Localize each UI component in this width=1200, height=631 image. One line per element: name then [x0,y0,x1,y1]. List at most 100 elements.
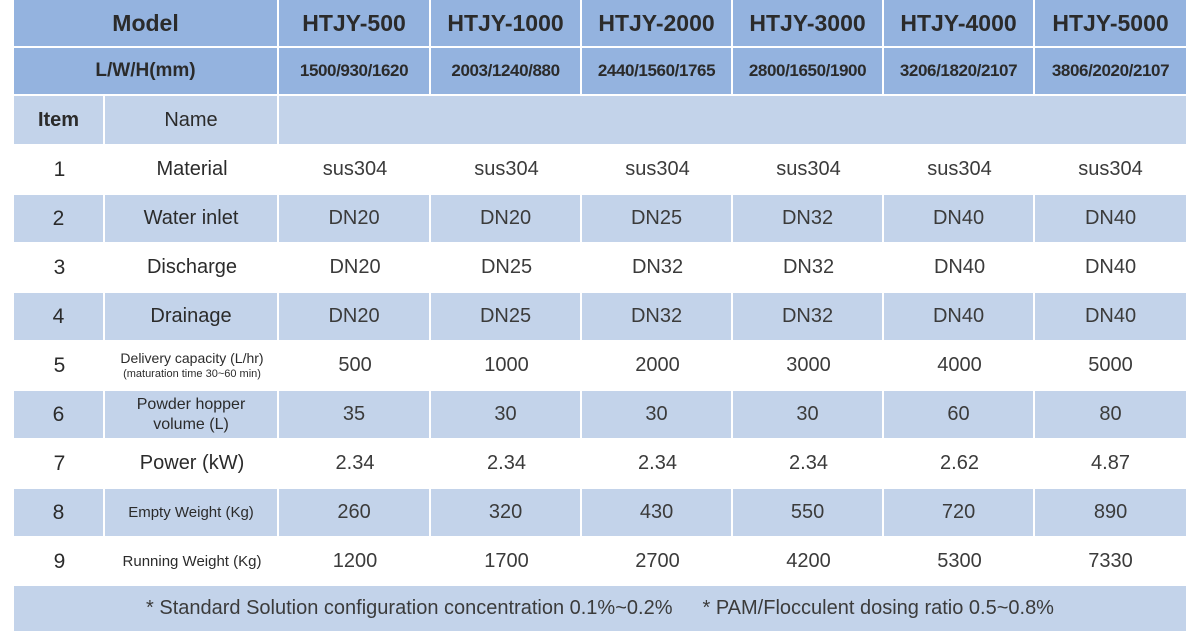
cell-value: sus304 [431,146,583,195]
item-column-header: Item [14,96,105,146]
table-row: 2 Water inlet DN20 DN20 DN25 DN32 DN40 D… [14,195,1187,244]
table-row: 1 Material sus304 sus304 sus304 sus304 s… [14,146,1187,195]
row-name: Drainage [105,293,280,342]
footer-notes: * Standard Solution configuration concen… [14,586,1186,631]
cell-value: 1700 [431,538,583,587]
cell-value: 7330 [1035,538,1187,587]
row-name: Delivery capacity (L/hr) (maturation tim… [105,342,280,391]
row-index: 8 [14,489,105,538]
cell-value: DN32 [733,244,885,293]
cell-value: 430 [582,489,734,538]
cell-value: 1200 [279,538,432,587]
cell-value: sus304 [582,146,734,195]
cell-value: 890 [1035,489,1187,538]
cell-value: DN25 [431,293,583,342]
row-index: 3 [14,244,105,293]
name-column-header: Name [105,96,280,146]
row-index: 4 [14,293,105,342]
row-index: 1 [14,146,105,195]
table-row: 5 Delivery capacity (L/hr) (maturation t… [14,342,1187,391]
dimension-value: 2440/1560/1765 [582,48,734,96]
cell-value: 4200 [733,538,885,587]
row-name: Material [105,146,280,195]
cell-value: 500 [279,342,432,391]
model-header-row: Model HTJY-500 HTJY-1000 HTJY-2000 HTJY-… [14,0,1187,48]
row-name-main: Delivery capacity (L/hr) [120,350,264,366]
cell-value: 5300 [884,538,1036,587]
cell-value: 260 [279,489,432,538]
cell-value: DN40 [884,195,1036,244]
model-label: Model [14,0,280,48]
cell-value: DN20 [279,244,432,293]
cell-value: DN40 [1035,293,1187,342]
model-name: HTJY-3000 [733,0,885,48]
row-index: 6 [14,391,105,440]
model-name: HTJY-2000 [582,0,734,48]
cell-value: 2000 [582,342,734,391]
item-header-row: Item Name [14,96,1187,146]
cell-value: 320 [431,489,583,538]
row-name-main: Powder hopper [136,395,246,413]
table-row: 6 Powder hopper volume (L) 35 30 30 30 6… [14,391,1187,440]
model-name: HTJY-5000 [1035,0,1187,48]
cell-value: DN40 [1035,244,1187,293]
table-row: 7 Power (kW) 2.34 2.34 2.34 2.34 2.62 4.… [14,440,1187,489]
cell-value: 80 [1035,391,1187,440]
dimension-value: 3806/2020/2107 [1035,48,1187,96]
header-blank [279,96,1187,146]
dimension-header-row: L/W/H(mm) 1500/930/1620 2003/1240/880 24… [14,48,1187,96]
cell-value: 2.34 [431,440,583,489]
row-name: Discharge [105,244,280,293]
dimension-value: 2003/1240/880 [431,48,583,96]
table-row: 8 Empty Weight (Kg) 260 320 430 550 720 … [14,489,1187,538]
cell-value: DN32 [582,244,734,293]
row-name-sub: (maturation time 30~60 min) [123,368,261,380]
dimension-value: 3206/1820/2107 [884,48,1036,96]
cell-value: 60 [884,391,1036,440]
cell-value: 30 [582,391,734,440]
row-name: Powder hopper volume (L) [105,391,280,440]
spec-table: Model HTJY-500 HTJY-1000 HTJY-2000 HTJY-… [14,0,1187,587]
cell-value: 3000 [733,342,885,391]
model-name: HTJY-500 [279,0,432,48]
row-index: 9 [14,538,105,587]
cell-value: 4000 [884,342,1036,391]
cell-value: DN32 [733,293,885,342]
row-index: 5 [14,342,105,391]
cell-value: 35 [279,391,432,440]
cell-value: sus304 [733,146,885,195]
cell-value: 30 [431,391,583,440]
cell-value: 30 [733,391,885,440]
cell-value: DN40 [884,244,1036,293]
dimension-label: L/W/H(mm) [14,48,280,96]
cell-value: sus304 [884,146,1036,195]
cell-value: 2.34 [279,440,432,489]
table-row: 4 Drainage DN20 DN25 DN32 DN32 DN40 DN40 [14,293,1187,342]
cell-value: sus304 [1035,146,1187,195]
model-name: HTJY-4000 [884,0,1036,48]
row-name: Empty Weight (Kg) [105,489,280,538]
row-name: Water inlet [105,195,280,244]
row-name: Power (kW) [105,440,280,489]
cell-value: DN40 [1035,195,1187,244]
row-index: 7 [14,440,105,489]
row-name-sub: volume (L) [153,415,229,433]
cell-value: DN25 [431,244,583,293]
cell-value: 2.62 [884,440,1036,489]
table-row: 9 Running Weight (Kg) 1200 1700 2700 420… [14,538,1187,587]
cell-value: DN20 [279,293,432,342]
footer-note-concentration: * Standard Solution configuration concen… [146,597,673,619]
cell-value: 5000 [1035,342,1187,391]
model-name: HTJY-1000 [431,0,583,48]
cell-value: 2.34 [733,440,885,489]
cell-value: 1000 [431,342,583,391]
cell-value: DN32 [582,293,734,342]
cell-value: DN32 [733,195,885,244]
footer-note-dosing: * PAM/Flocculent dosing ratio 0.5~0.8% [702,597,1054,619]
cell-value: DN20 [431,195,583,244]
cell-value: DN40 [884,293,1036,342]
cell-value: 2700 [582,538,734,587]
row-index: 2 [14,195,105,244]
cell-value: DN25 [582,195,734,244]
